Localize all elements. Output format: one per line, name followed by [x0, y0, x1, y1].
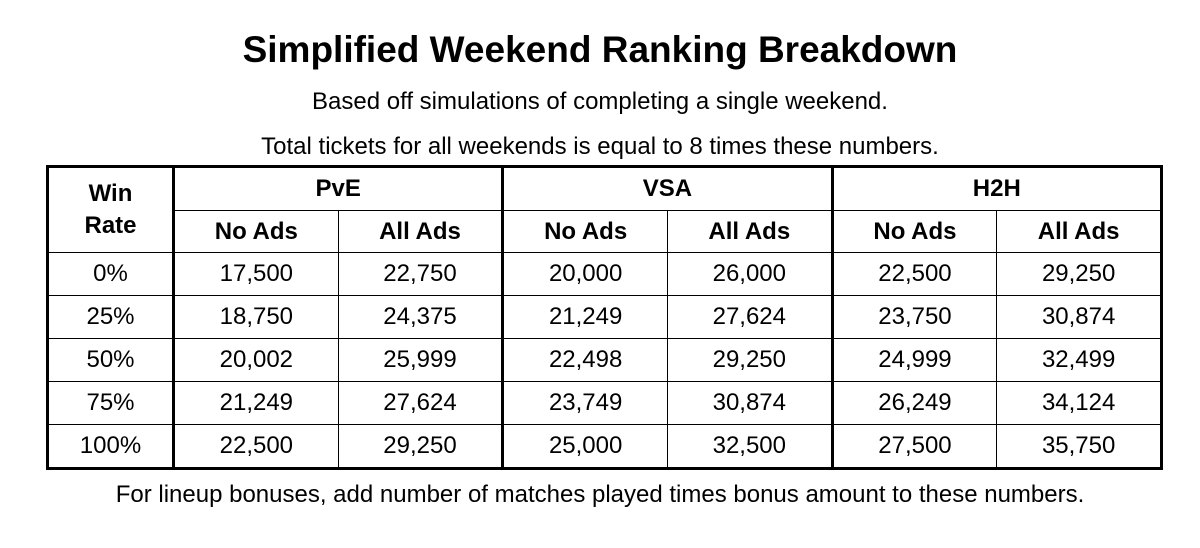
value-cell: 20,000 — [501, 252, 668, 296]
footer-note: For lineup bonuses, add number of matche… — [115, 481, 1085, 508]
win-rate-cell: 75% — [47, 381, 174, 425]
subtitle: Total tickets for all weekends is equal … — [261, 133, 939, 160]
title: Simplified Weekend Ranking Breakdown — [242, 29, 958, 70]
value-cell: 26,249 — [830, 381, 998, 425]
value-cell: 22,500 — [172, 424, 339, 469]
data-row: 25% 18,750 24,375 21,249 27,624 23,750 30,874 — [47, 295, 1162, 339]
value-cell: 26,000 — [666, 252, 833, 296]
value-cell: 17,500 — [172, 252, 339, 296]
sub-header: All Ads — [337, 210, 504, 253]
value-cell: 20,002 — [172, 338, 339, 382]
win-rate-cell: 25% — [47, 295, 174, 339]
sub-header: No Ads — [172, 210, 339, 253]
value-cell: 21,249 — [172, 381, 339, 425]
sub-header: No Ads — [830, 210, 998, 253]
data-row: 75% 21,249 27,624 23,749 30,874 26,249 34,124 — [47, 381, 1162, 425]
value-cell: 22,498 — [501, 338, 668, 382]
win-rate-cell: 100% — [47, 424, 174, 469]
group-header: H2H — [830, 166, 1163, 211]
value-cell: 27,624 — [337, 381, 504, 425]
sub-header-row: No Ads All Ads No Ads All Ads No Ads All Ads — [48, 210, 1162, 253]
sub-header: No Ads — [501, 210, 668, 253]
value-cell: 34,124 — [996, 381, 1162, 425]
value-cell: 23,749 — [501, 381, 668, 425]
win-rate-cell: 0% — [47, 252, 174, 296]
sub-header: All Ads — [996, 210, 1162, 253]
value-cell: 30,874 — [666, 381, 833, 425]
subtitle: Based off simulations of completing a si… — [312, 88, 888, 115]
value-cell: 29,250 — [996, 252, 1162, 296]
data-row: 100% 22,500 29,250 25,000 32,500 27,500 35,750 — [47, 424, 1162, 469]
value-cell: 22,750 — [337, 252, 504, 296]
value-cell: 23,750 — [830, 295, 998, 339]
value-cell: 29,250 — [666, 338, 833, 382]
value-cell: 25,999 — [337, 338, 504, 382]
data-row: 50% 20,002 25,999 22,498 29,250 24,999 32,499 — [47, 338, 1162, 382]
data-row: 0% 17,500 22,750 20,000 26,000 22,500 29,250 — [47, 252, 1162, 296]
group-header: VSA — [501, 166, 833, 211]
value-cell: 30,874 — [996, 295, 1162, 339]
corner-cell: Win Rate — [47, 166, 174, 253]
value-cell: 27,500 — [830, 424, 998, 469]
win-rate-cell: 50% — [47, 338, 174, 382]
value-cell: 32,500 — [666, 424, 833, 469]
value-cell: 29,250 — [337, 424, 504, 469]
value-cell: 18,750 — [172, 295, 339, 339]
corner-label: Win Rate — [84, 180, 137, 239]
group-header-row: Win Rate PvE VSA H2H — [47, 166, 1163, 253]
value-cell: 22,500 — [830, 252, 998, 296]
ranking-table: Win Rate PvE VSA H2H No Ads All Ads No Ads All … — [46, 165, 1163, 470]
group-header: PvE — [171, 166, 504, 211]
value-cell: 32,499 — [996, 338, 1162, 382]
value-cell: 27,624 — [666, 295, 833, 339]
value-cell: 24,999 — [830, 338, 998, 382]
value-cell: 24,375 — [337, 295, 504, 339]
value-cell: 35,750 — [996, 424, 1162, 469]
value-cell: 25,000 — [501, 424, 668, 469]
value-cell: 21,249 — [501, 295, 668, 339]
sub-header: All Ads — [666, 210, 833, 253]
